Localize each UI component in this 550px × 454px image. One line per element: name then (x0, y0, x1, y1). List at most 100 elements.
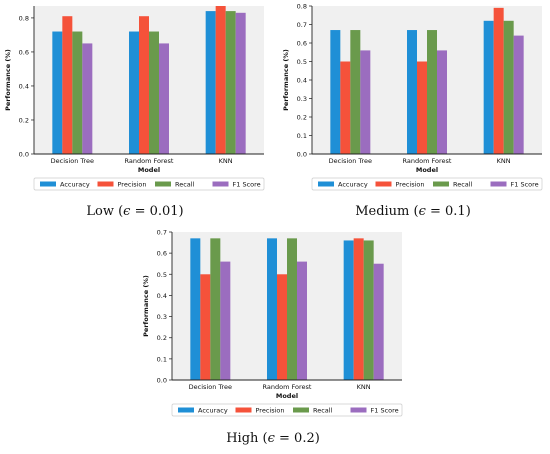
legend-label-accuracy: Accuracy (338, 181, 368, 189)
caption-medium-suffix: = 0.1) (425, 204, 471, 219)
bar-accuracy-random-forest (267, 238, 277, 380)
y-tick-label: 0.0 (297, 151, 307, 159)
legend-swatch-precision (375, 181, 392, 187)
x-tick-label: Random Forest (403, 157, 452, 165)
bar-accuracy-decision-tree (190, 238, 201, 380)
legend-label-recall: Recall (175, 181, 195, 189)
bar-f1-score-decision-tree (360, 50, 371, 154)
caption-medium-epsilon: ϵ (418, 204, 426, 219)
bar-precision-knn (353, 238, 364, 380)
y-tick-label: 0.8 (297, 3, 307, 11)
caption-high-epsilon: ϵ (267, 431, 275, 446)
bar-f1-score-decision-tree (82, 43, 93, 154)
caption-low: Low (ϵ = 0.01) (0, 204, 270, 219)
y-tick-label: 0.0 (157, 377, 167, 385)
caption-high-prefix: High ( (226, 431, 268, 446)
y-tick-label: 0.7 (157, 229, 167, 237)
bar-accuracy-knn (205, 11, 216, 154)
y-tick-label: 0.4 (297, 77, 307, 85)
bar-f1-score-knn (373, 263, 384, 380)
caption-high-suffix: = 0.2) (274, 431, 320, 446)
legend-box (311, 177, 543, 191)
bar-recall-random-forest (287, 238, 297, 380)
bar-recall-decision-tree (72, 31, 83, 154)
legend-swatch-accuracy (178, 407, 194, 413)
y-tick-label: 0.6 (19, 48, 29, 56)
legend-box (33, 177, 265, 191)
y-axis-label: Performance (%) (4, 49, 12, 111)
bar-accuracy-decision-tree (52, 31, 63, 154)
bar-accuracy-decision-tree (330, 30, 341, 154)
bar-recall-decision-tree (210, 238, 221, 380)
legend-swatch-recall (433, 181, 449, 187)
chart-medium: 0.0 0.1 0.2 0.3 0.4 0.5 0.6 0.7 0.8 Performance (… (278, 0, 550, 198)
y-tick-label: 0.2 (297, 114, 307, 122)
x-tick-label: Random Forest (125, 157, 174, 165)
bar-precision-decision-tree (200, 274, 211, 380)
caption-high: High (ϵ = 0.2) (138, 431, 408, 446)
x-tick-label: Decision Tree (51, 157, 94, 165)
bar-accuracy-knn (483, 20, 494, 154)
legend-label-accuracy: Accuracy (198, 407, 228, 415)
y-tick-label: 0.6 (297, 40, 307, 48)
legend-box (171, 403, 403, 417)
caption-low-epsilon: ϵ (123, 204, 131, 219)
x-axis-label: Model (276, 392, 298, 400)
x-tick-label: Decision Tree (189, 383, 232, 391)
y-tick-label: 0.6 (157, 250, 167, 258)
y-tick-label: 0.0 (19, 151, 29, 159)
chart-low: 0.0 0.2 0.4 0.6 0.8 Performance (%) Decision T… (0, 0, 272, 198)
caption-medium: Medium (ϵ = 0.1) (278, 204, 548, 219)
legend-swatch-accuracy (318, 181, 334, 187)
y-tick-label: 0.4 (157, 292, 167, 300)
bar-precision-random-forest (417, 61, 427, 154)
y-tick-label: 0.2 (157, 334, 167, 342)
x-tick-label: KNN (219, 157, 233, 165)
y-axis-label: Performance (%) (142, 275, 150, 337)
caption-medium-prefix: Medium ( (355, 204, 419, 219)
bar-recall-decision-tree (350, 30, 361, 154)
bar-precision-random-forest (139, 16, 149, 155)
bar-f1-score-random-forest (437, 50, 447, 154)
legend-swatch-precision (235, 407, 252, 413)
caption-low-suffix: = 0.01) (130, 204, 184, 219)
x-tick-label: KNN (357, 383, 371, 391)
bar-recall-knn (363, 240, 374, 380)
legend-label-precision: Precision (396, 181, 425, 189)
legend-swatch-f1-score (212, 181, 229, 187)
chart-high-svg: 0.0 0.1 0.2 0.3 0.4 0.5 0.6 0.7 Performance (%) D… (142, 229, 403, 417)
bar-recall-knn (225, 11, 236, 154)
bar-recall-random-forest (149, 31, 159, 154)
y-tick-label: 0.7 (297, 21, 307, 29)
bar-precision-decision-tree (340, 61, 351, 154)
y-tick-label: 0.2 (19, 116, 29, 124)
legend-label-recall: Recall (453, 181, 473, 189)
x-axis-label: Model (416, 166, 438, 174)
chart-low-svg: 0.0 0.2 0.4 0.6 0.8 Performance (%) Decision T… (4, 6, 265, 191)
bar-accuracy-random-forest (407, 30, 417, 154)
legend-swatch-accuracy (40, 181, 56, 187)
bar-f1-score-decision-tree (220, 261, 231, 380)
bar-f1-score-knn (235, 12, 246, 155)
legend-label-precision: Precision (118, 181, 147, 189)
bar-recall-knn (503, 20, 514, 154)
legend-swatch-recall (293, 407, 309, 413)
chart-high: 0.0 0.1 0.2 0.3 0.4 0.5 0.6 0.7 Performance (%) D… (138, 226, 410, 424)
x-tick-label: Decision Tree (329, 157, 372, 165)
x-tick-label: KNN (497, 157, 511, 165)
y-tick-label: 0.5 (157, 271, 167, 279)
bar-recall-random-forest (427, 30, 437, 154)
y-tick-label: 0.8 (19, 14, 29, 22)
y-tick-label: 0.4 (19, 82, 29, 90)
y-tick-label: 0.5 (297, 58, 307, 66)
y-axis-label: Performance (%) (282, 49, 290, 111)
legend-label-f1-score: F1 Score (233, 181, 261, 189)
legend-label-recall: Recall (313, 407, 333, 415)
y-tick-label: 0.1 (297, 132, 307, 140)
legend-label-f1-score: F1 Score (371, 407, 399, 415)
legend-swatch-recall (155, 181, 171, 187)
bar-precision-random-forest (277, 274, 287, 380)
y-tick-label: 0.1 (157, 355, 167, 363)
legend-swatch-precision (97, 181, 114, 187)
bar-f1-score-random-forest (159, 43, 169, 154)
